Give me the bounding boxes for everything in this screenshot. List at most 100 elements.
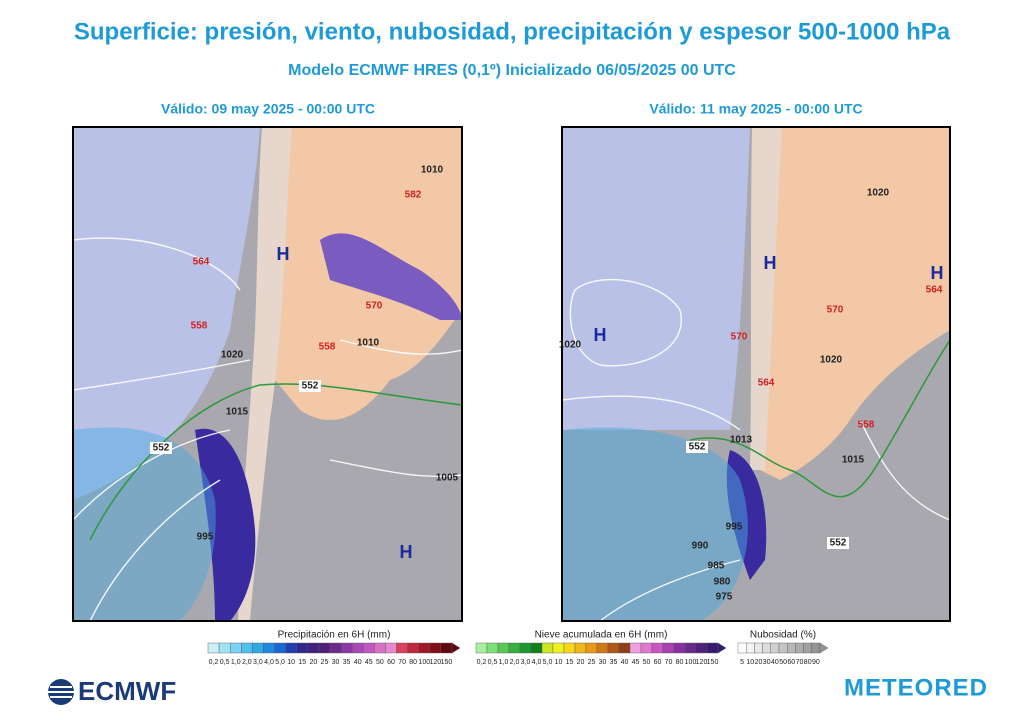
contour-label: 558 <box>319 342 336 353</box>
map-frame <box>72 126 463 622</box>
contour-label: 1020 <box>559 340 582 351</box>
legend-swatch <box>673 642 686 654</box>
legend-swatch <box>497 642 510 654</box>
legend-swatch <box>778 642 788 654</box>
legend-swatch <box>508 642 521 654</box>
contour-label: 570 <box>366 301 383 312</box>
legend-swatch <box>618 642 631 654</box>
contour-label: 570 <box>731 332 748 343</box>
pressure-center: H <box>594 325 607 345</box>
contour-label: 552 <box>689 442 706 453</box>
legend-swatch <box>363 642 375 654</box>
pressure-center: H <box>764 253 777 273</box>
legend-tick: 25 <box>321 659 329 666</box>
legend-swatch <box>541 642 554 654</box>
contour-label: 1020 <box>820 355 843 366</box>
legend-tick: 4,0 <box>264 659 274 666</box>
legend-tick: 10 <box>746 659 754 666</box>
legend-tick: 40 <box>354 659 362 666</box>
legend-swatch <box>795 642 804 654</box>
legend-tick: 3,0 <box>253 659 263 666</box>
legend-swatch <box>662 642 675 654</box>
legend-swatch <box>770 642 780 654</box>
legend-swatch <box>574 642 587 654</box>
contour-label: 1015 <box>842 455 865 466</box>
map-frame <box>561 126 951 622</box>
legend-swatch <box>229 642 242 654</box>
legend-swatch <box>274 642 286 654</box>
legend-tick: 80 <box>804 659 812 666</box>
legend-tick: 150 <box>707 659 719 666</box>
legend-tick: 3,0 <box>521 659 531 666</box>
legend-arrow <box>717 642 727 654</box>
legend-tick: 0,5 <box>488 659 498 666</box>
legend-swatch <box>651 642 664 654</box>
legend-swatch <box>737 642 747 654</box>
legend-swatch <box>475 642 488 654</box>
pressure-center: H <box>277 244 290 264</box>
contour-label: 1020 <box>867 188 890 199</box>
legend-swatch <box>811 642 821 654</box>
legend-tick: 100 <box>418 659 430 666</box>
legend-tick: 70 <box>796 659 804 666</box>
legend-title: Nubosidad (%) <box>750 630 816 641</box>
legend-title: Nieve acumulada en 6H (mm) <box>535 630 668 641</box>
title: Superficie: presión, viento, nubosidad, … <box>74 18 951 45</box>
legend-swatch <box>684 642 697 654</box>
legend-swatch <box>218 642 231 654</box>
legend-tick: 35 <box>610 659 618 666</box>
legend-swatch <box>746 642 755 654</box>
legend-tick: 30 <box>763 659 771 666</box>
contour-label: 564 <box>193 257 210 268</box>
legend-tick: 30 <box>332 659 340 666</box>
legend-tick: 150 <box>441 659 453 666</box>
legend-tick: 120 <box>696 659 708 666</box>
legend-swatch <box>396 642 408 654</box>
legend-tick: 5,0 <box>543 659 553 666</box>
legend-tick: 10 <box>555 659 563 666</box>
legend-tick: 20 <box>755 659 763 666</box>
contour-label: 1010 <box>357 338 380 349</box>
legend-tick: 70 <box>398 659 406 666</box>
legend-swatch <box>318 642 331 654</box>
contour-label: 1015 <box>226 407 249 418</box>
label-box <box>299 380 321 392</box>
legend-swatch <box>629 642 642 654</box>
legend-swatch <box>307 642 320 654</box>
legend-swatch <box>519 642 532 654</box>
legend-swatch <box>374 642 386 654</box>
logo-text: METEORED <box>844 674 988 701</box>
contour-label: 558 <box>858 420 875 431</box>
contour-label: 582 <box>405 190 422 201</box>
ecmwf-logo: ECMWF <box>48 676 176 706</box>
legend-swatch <box>351 642 364 654</box>
contour-label: 552 <box>302 381 319 392</box>
legend-tick: 1,0 <box>231 659 241 666</box>
pressure-center: H <box>400 542 413 562</box>
legend-tick: 20 <box>309 659 317 666</box>
contour-label: 980 <box>714 577 731 588</box>
legend-tick: 4,0 <box>532 659 542 666</box>
legend-tick: 0,2 <box>209 659 219 666</box>
panel-title: Válido: 11 may 2025 - 00:00 UTC <box>649 101 862 117</box>
logo-text: ECMWF <box>78 676 176 706</box>
legend-tick: 35 <box>343 659 351 666</box>
legend-swatch <box>263 642 275 654</box>
legend-tick: 50 <box>779 659 787 666</box>
legend-swatch <box>754 642 763 654</box>
legend-swatch <box>695 642 708 654</box>
legend-tick: 1,0 <box>499 659 509 666</box>
legend-tick: 0,5 <box>220 659 230 666</box>
contour-label: 995 <box>197 532 214 543</box>
legend-swatch <box>563 642 576 654</box>
legend-tick: 20 <box>577 659 585 666</box>
contour-label: 1013 <box>730 435 753 446</box>
legend-title: Precipitación en 6H (mm) <box>278 630 391 641</box>
legend-swatch <box>340 642 353 654</box>
legend-swatch <box>207 642 220 654</box>
legend-tick: 40 <box>771 659 779 666</box>
legend-tick: 15 <box>298 659 306 666</box>
panel-title: Válido: 09 may 2025 - 00:00 UTC <box>161 101 375 117</box>
